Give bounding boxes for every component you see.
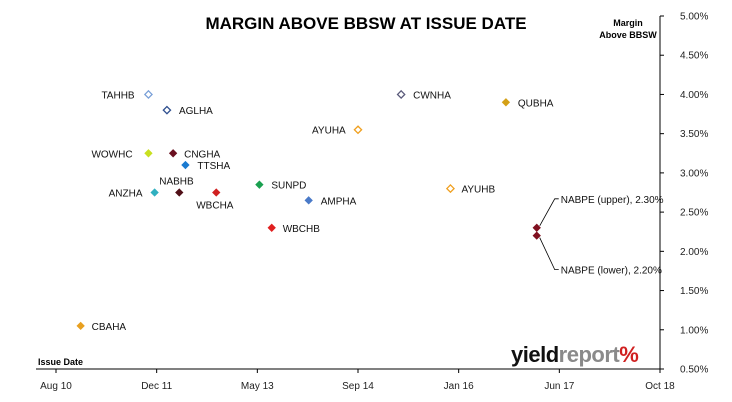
data-point-marker — [445, 184, 455, 194]
x-tick-label: Sep 14 — [342, 381, 374, 392]
data-point-marker — [255, 180, 264, 189]
logo-percent-symbol: % — [619, 342, 638, 367]
logo-text-report: report — [559, 342, 621, 367]
chart-title: MARGIN ABOVE BBSW AT ISSUE DATE — [205, 14, 526, 33]
data-point-label: TTSHA — [197, 161, 230, 172]
data-point-label: NABPE (lower), 2.20% — [561, 266, 662, 277]
data-point-label: WOWHC — [91, 149, 132, 160]
data-point-marker — [175, 188, 184, 197]
y-axis-title-line-1: Margin — [613, 18, 643, 28]
data-point-marker — [396, 89, 406, 99]
data-point-marker — [150, 188, 159, 197]
x-tick-label: May 13 — [241, 381, 274, 392]
x-tick-label: Jun 17 — [544, 381, 574, 392]
y-tick-label: 4.50% — [680, 51, 708, 62]
y-tick-label: 3.00% — [680, 168, 708, 179]
data-point-marker — [532, 231, 541, 240]
data-point-label: QUBHA — [518, 98, 554, 109]
data-point-group — [76, 89, 541, 331]
leader-line-group — [539, 198, 559, 271]
data-point-marker — [304, 196, 313, 205]
data-point-label: CWNHA — [413, 90, 451, 101]
yieldreport-logo: yieldreport% — [511, 342, 639, 367]
data-point-label: ANZHA — [109, 189, 143, 200]
data-point-label: AYUHB — [461, 185, 495, 196]
leader-line — [539, 198, 559, 226]
data-point-label: AMPHA — [321, 196, 357, 207]
y-tick-label: 3.50% — [680, 129, 708, 140]
data-point-label: CNGHA — [184, 149, 220, 160]
data-point-label: SUNPD — [271, 181, 306, 192]
y-tick-group: 5.00% 4.50% 4.00% 3.50% 3.00% 2.50% 2.00% 1.50%… — [660, 12, 708, 376]
y-tick-label: 1.00% — [680, 325, 708, 336]
x-tick-label: Aug 10 — [40, 381, 72, 392]
data-point-label: AGLHA — [179, 106, 213, 117]
data-point-marker — [353, 125, 363, 135]
y-tick-label: 5.00% — [680, 12, 708, 23]
data-point-marker — [162, 105, 172, 115]
data-point-marker — [532, 223, 541, 232]
x-axis-title: Issue Date — [38, 357, 83, 367]
data-point-label: TAHHB — [101, 90, 134, 101]
data-point-marker — [267, 223, 276, 232]
y-tick-label: 2.00% — [680, 247, 708, 258]
x-tick-label: Oct 18 — [645, 381, 675, 392]
leader-line — [539, 237, 559, 271]
data-point-label: WBCHB — [283, 224, 321, 235]
data-point-label: CBAHA — [92, 322, 127, 333]
data-point-marker — [501, 98, 511, 107]
x-tick-group: Aug 10 Dec 11 May 13 Sep 14 Jan 16 Jun 17 Oct … — [40, 369, 675, 392]
data-point-label: NABPE (upper), 2.30% — [561, 195, 664, 206]
logo-text-yield: yield — [511, 342, 559, 367]
data-point-label: AYUHA — [312, 126, 346, 137]
point-label-group: TAHHB AGLHA CWNHA QUBHA AYUHA WOWHC CNGHATTSHA… — [91, 90, 663, 332]
y-tick-label: 2.50% — [680, 208, 708, 219]
data-point-marker — [76, 321, 85, 331]
x-tick-label: Dec 11 — [141, 381, 172, 392]
data-point-label: WBCHA — [196, 201, 234, 212]
y-tick-label: 4.00% — [680, 90, 708, 101]
data-point-marker — [168, 149, 178, 158]
x-tick-label: Jan 16 — [444, 381, 474, 392]
data-point-marker — [144, 149, 153, 158]
data-point-marker — [181, 160, 190, 170]
data-point-marker — [143, 89, 153, 99]
svg-text:yieldreport%: yieldreport% — [511, 342, 638, 367]
data-point-marker — [212, 188, 221, 197]
y-axis-title-line-2: Above BBSW — [599, 30, 657, 40]
y-tick-label: 0.50% — [680, 365, 708, 376]
y-tick-label: 1.50% — [680, 286, 708, 297]
data-point-label: NABHB — [159, 177, 194, 188]
